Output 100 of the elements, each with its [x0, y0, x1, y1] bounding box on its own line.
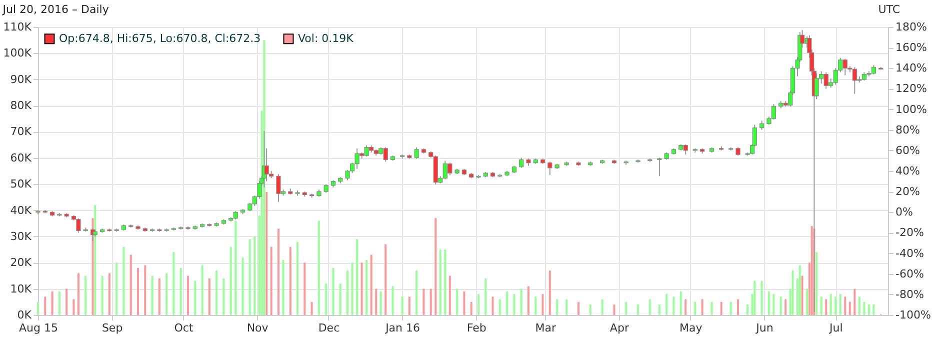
bar: [66, 288, 68, 315]
bar: [577, 302, 580, 315]
x-tick-label: Jul: [828, 322, 843, 334]
bar: [380, 291, 382, 315]
bar: [296, 242, 299, 315]
x-tick-label: Mar: [535, 322, 556, 334]
bar: [556, 299, 558, 315]
bar: [784, 299, 787, 315]
bar: [746, 304, 749, 315]
bar: [137, 268, 139, 315]
bar: [601, 299, 604, 315]
bar: [720, 302, 722, 315]
bar: [277, 228, 280, 315]
chart-subtitle: Jul 20, 2016 – Daily: [2, 3, 110, 16]
y2-tick-label: -20%: [896, 226, 924, 240]
x-tick-label: Apr: [610, 322, 630, 334]
bar: [166, 273, 168, 315]
y2-tick-label: 100%: [896, 102, 927, 116]
y2-tick-label: 80%: [896, 123, 920, 136]
bar: [151, 276, 154, 315]
bar: [694, 302, 696, 315]
y-tick-label: 50K: [10, 178, 32, 191]
y2-tick-label: 60%: [896, 144, 920, 157]
bar: [77, 273, 80, 315]
bar: [498, 299, 501, 315]
bar: [863, 302, 866, 315]
bar: [346, 270, 349, 315]
bar: [366, 260, 368, 315]
bar: [187, 276, 189, 315]
bar: [456, 288, 458, 315]
bar: [289, 246, 292, 315]
y-tick-label: 90K: [10, 72, 32, 86]
bar: [439, 250, 442, 315]
bar: [839, 294, 842, 315]
y2-tick-label: 140%: [896, 62, 927, 75]
bar: [266, 192, 268, 315]
x-tick-label: Feb: [466, 322, 486, 334]
bar: [37, 302, 39, 315]
bar: [172, 252, 175, 315]
y-tick-label: 20K: [10, 256, 32, 270]
candlestick: [548, 161, 552, 176]
y2-tick-label: -80%: [896, 288, 924, 301]
bar: [144, 265, 146, 315]
bar: [51, 291, 54, 315]
bar: [92, 218, 94, 315]
bar: [858, 296, 860, 315]
bar: [122, 246, 125, 315]
bar: [848, 302, 851, 315]
bar: [658, 304, 660, 315]
bar: [208, 278, 210, 315]
bar: [825, 299, 828, 315]
bar: [820, 296, 822, 315]
y-tick-label: 60K: [10, 151, 32, 164]
bar: [416, 270, 418, 315]
bar: [422, 288, 425, 315]
x-tick-label: Dec: [318, 322, 340, 334]
bar: [351, 262, 354, 315]
bar: [463, 291, 466, 315]
y2-tick-label: 120%: [896, 82, 927, 96]
bar: [542, 294, 544, 315]
x-tick-label: Nov: [246, 322, 269, 334]
bar: [401, 296, 404, 315]
bar: [625, 302, 628, 315]
bar: [430, 288, 432, 315]
y2-tick-label: -40%: [896, 246, 924, 260]
bar: [834, 296, 837, 315]
x-tick-label: Oct: [174, 322, 194, 334]
y2-tick-label: 0%: [896, 206, 913, 219]
bar: [222, 278, 225, 315]
bar: [392, 286, 394, 315]
bar: [589, 304, 592, 315]
y2-tick-label: -60%: [896, 267, 924, 280]
bar: [854, 288, 856, 315]
bar: [270, 246, 272, 315]
x-tick-label: May: [680, 322, 703, 334]
bar: [180, 268, 182, 315]
bar: [513, 294, 516, 315]
candlestick: [519, 157, 524, 168]
bar: [666, 294, 668, 315]
bar: [701, 299, 704, 315]
bar: [527, 286, 530, 315]
bar: [548, 270, 551, 315]
x-tick-label: Jun: [755, 322, 774, 334]
y2-tick-label: 40%: [896, 164, 920, 178]
bar: [370, 254, 372, 315]
y-tick-label: 0K: [17, 308, 32, 322]
bar: [108, 273, 110, 315]
bar: [304, 262, 306, 315]
bar: [637, 304, 639, 315]
y-tick-label: 80K: [10, 99, 32, 112]
bar: [816, 252, 818, 315]
bar: [254, 236, 256, 315]
bar: [780, 296, 782, 315]
y-tick-label: 110K: [3, 20, 32, 34]
bar: [484, 278, 487, 315]
bar: [310, 302, 313, 315]
bar: [806, 288, 808, 315]
bar: [58, 291, 60, 315]
bar: [434, 218, 437, 315]
candlestick: [657, 157, 662, 177]
